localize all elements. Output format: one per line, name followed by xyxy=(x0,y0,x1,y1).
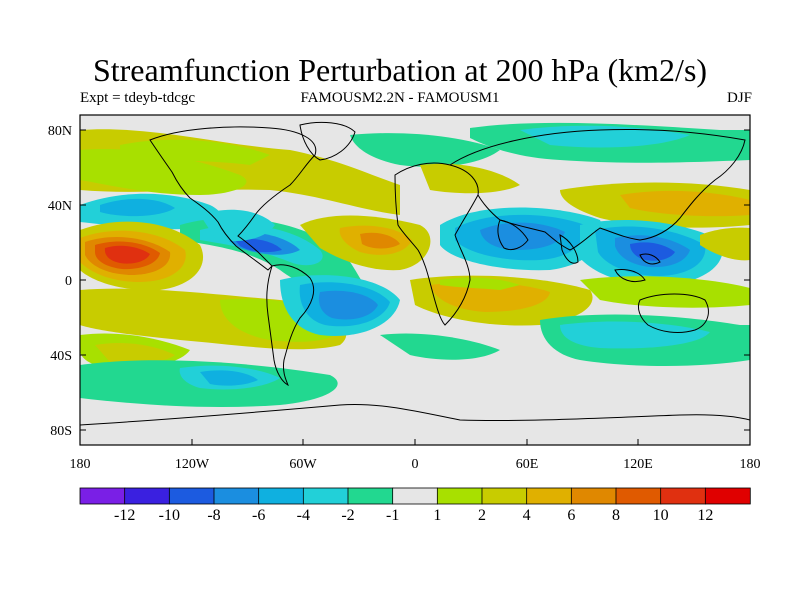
contour-field xyxy=(80,115,750,445)
colorbar-label: -1 xyxy=(386,507,399,524)
colorbar-swatch xyxy=(302,487,349,505)
lat-label-40n: 40N xyxy=(48,199,72,214)
colorbar-swatch xyxy=(168,487,215,505)
lon-label-60e: 60E xyxy=(516,457,539,472)
colorbar-label: -12 xyxy=(114,507,135,524)
colorbar-swatch xyxy=(392,487,439,505)
colorbar-label: 10 xyxy=(653,507,669,524)
season-label: DJF xyxy=(726,90,752,106)
colorbar-label: 4 xyxy=(523,507,531,524)
page-title: Streamfunction Perturbation at 200 hPa (… xyxy=(92,52,708,88)
colorbar-swatch xyxy=(481,487,528,505)
colorbar-swatch xyxy=(436,487,483,505)
colorbar-label: 12 xyxy=(697,507,713,524)
colorbar-label: 8 xyxy=(612,507,620,524)
colorbar-label: -6 xyxy=(252,507,265,524)
colorbar-swatch xyxy=(615,487,662,505)
colorbar-label: 1 xyxy=(433,507,441,524)
lat-label-80n: 80N xyxy=(48,124,72,139)
colorbar-label: 6 xyxy=(567,507,575,524)
lon-label-120w: 120W xyxy=(175,457,210,472)
colorbar-swatch xyxy=(570,487,617,505)
lon-label-60w: 60W xyxy=(289,457,317,472)
model-difference-label: FAMOUSM2.2N - FAMOUSM1 xyxy=(300,90,500,106)
colorbar-label: -4 xyxy=(297,507,310,524)
colorbar-swatch xyxy=(347,487,394,505)
lon-label-180w: 180 xyxy=(70,457,91,472)
colorbar-swatch xyxy=(124,487,171,505)
lat-label-0: 0 xyxy=(65,274,72,289)
colorbar-swatch xyxy=(660,487,707,505)
experiment-label: Expt = tdeyb-tdcgc xyxy=(80,90,196,106)
lon-label-120e: 120E xyxy=(623,457,653,472)
colorbar-swatch xyxy=(526,487,573,505)
lon-tick-marks xyxy=(79,439,751,445)
colorbar-swatch xyxy=(258,487,305,505)
colorbar: -12 -10 -8 -6 -4 -2 -1 1 2 4 6 8 10 12 xyxy=(79,487,751,524)
colorbar-swatch xyxy=(704,487,751,505)
lat-label-80s: 80S xyxy=(50,424,72,439)
colorbar-swatch xyxy=(213,487,260,505)
colorbar-label: -10 xyxy=(159,507,180,524)
lon-label-0: 0 xyxy=(412,457,419,472)
lon-label-180e: 180 xyxy=(740,457,761,472)
colorbar-swatch xyxy=(79,487,126,505)
lat-tick-marks xyxy=(80,129,750,431)
colorbar-label: -8 xyxy=(207,507,220,524)
lat-label-40s: 40S xyxy=(50,349,72,364)
coastlines xyxy=(80,121,750,426)
colorbar-label: 2 xyxy=(478,507,486,524)
colorbar-label: -2 xyxy=(341,507,354,524)
